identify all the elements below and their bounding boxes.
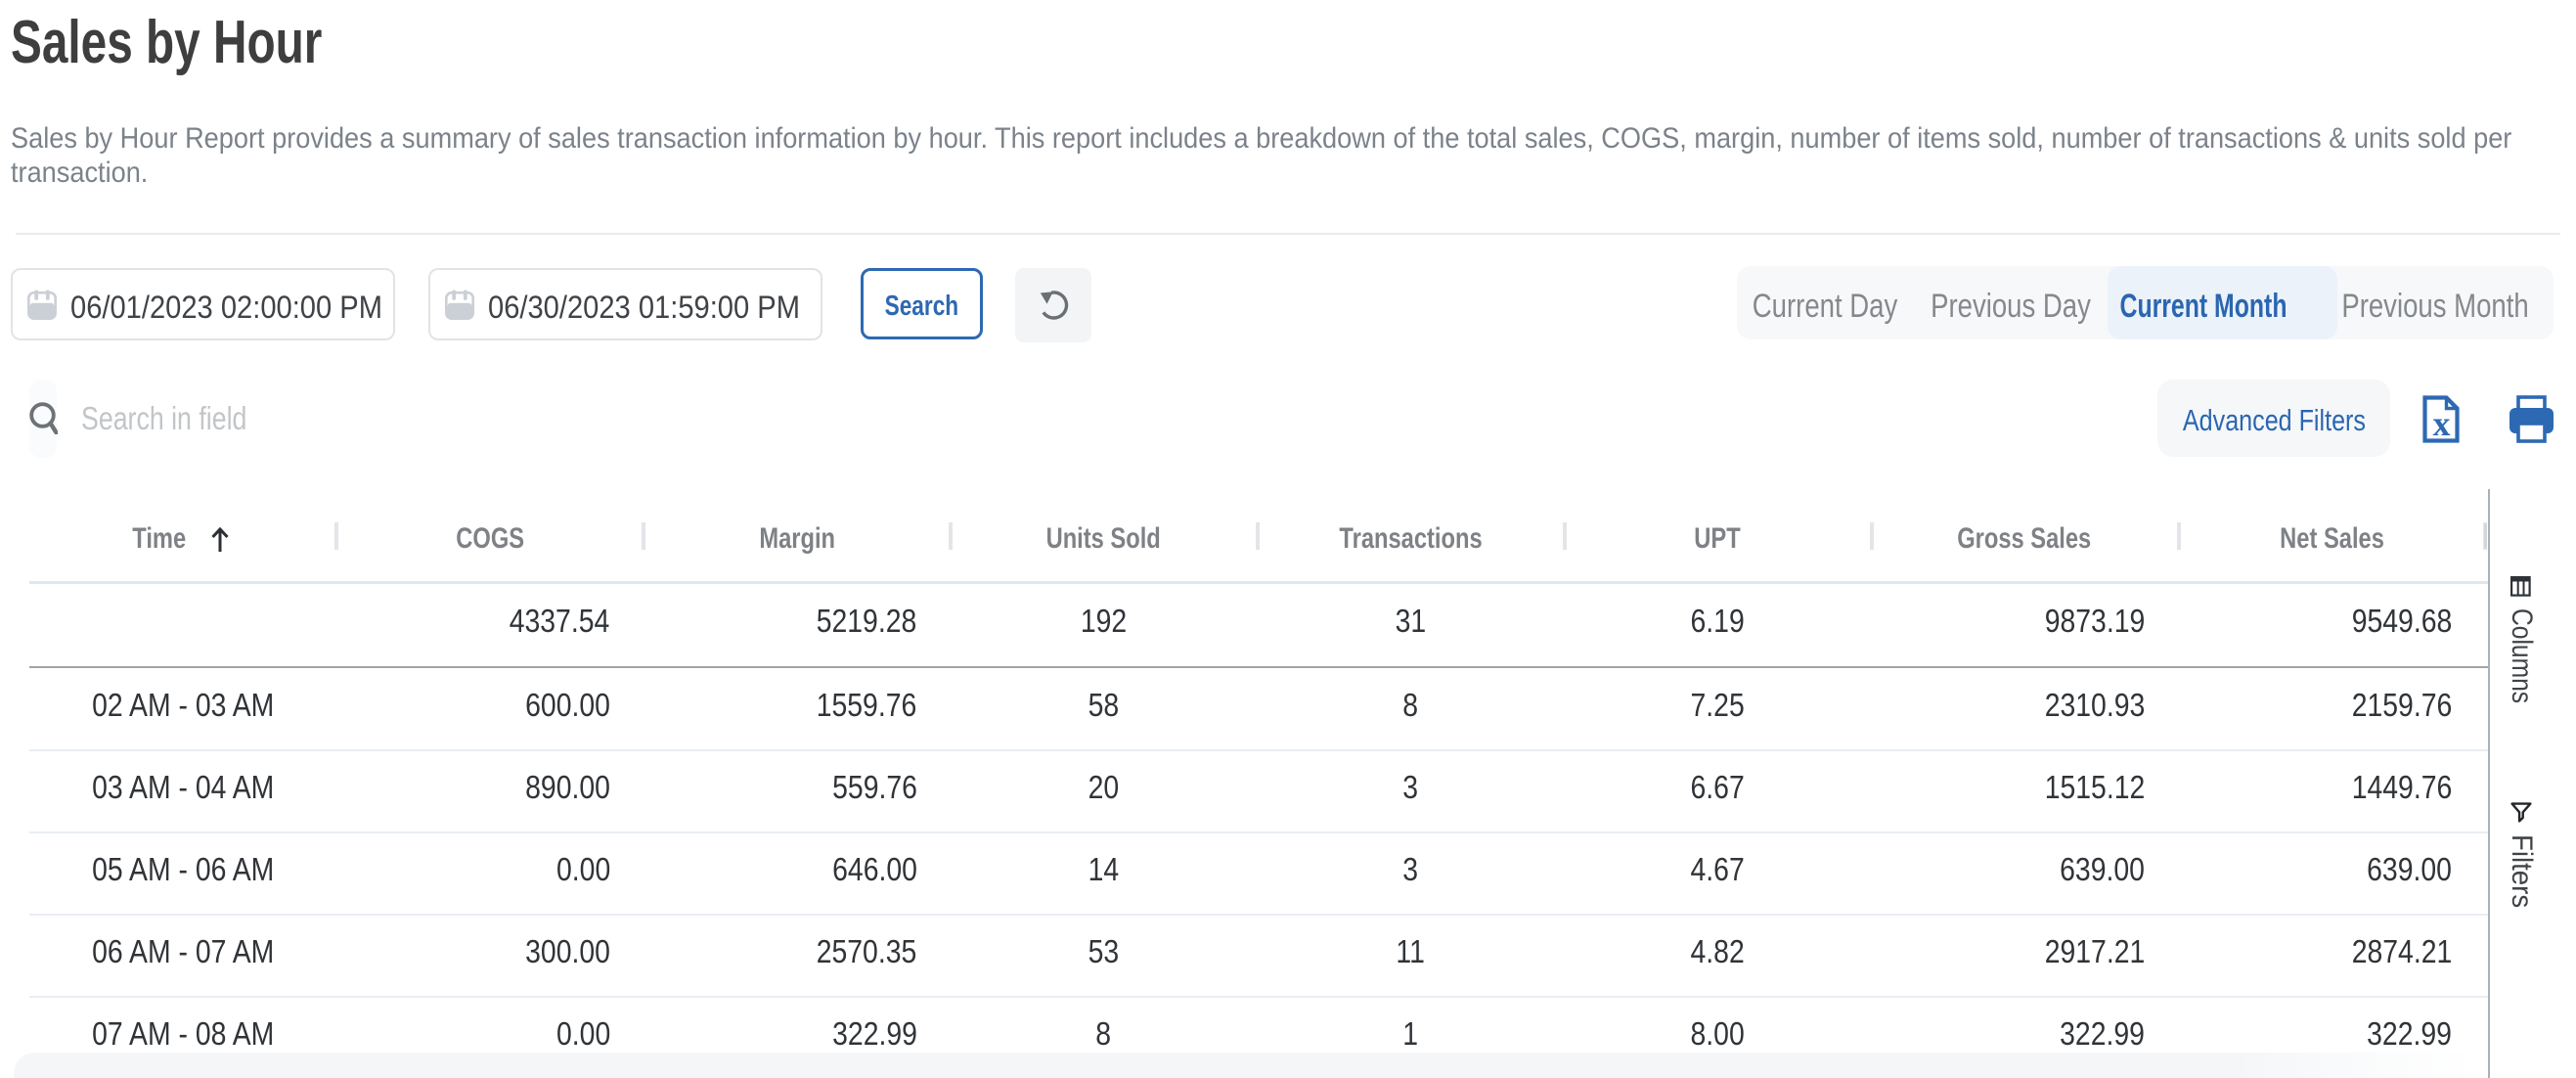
svg-text:x: x [2433, 404, 2451, 443]
